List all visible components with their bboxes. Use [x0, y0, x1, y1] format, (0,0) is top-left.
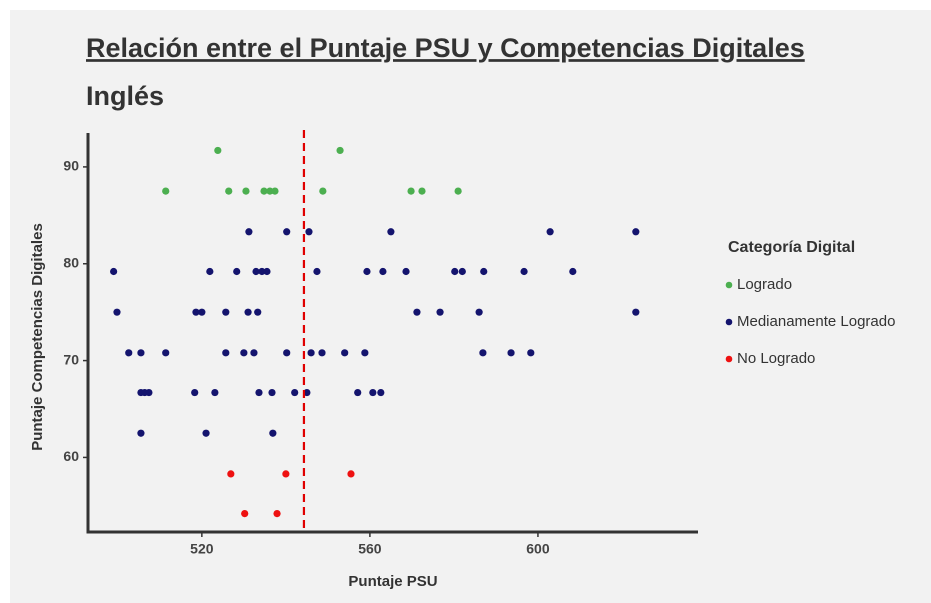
- point: [222, 308, 230, 316]
- legend-label: Medianamente Logrado: [737, 313, 895, 330]
- chart-title: Relación entre el Puntaje PSU y Competen…: [86, 33, 805, 63]
- x-tick-label: 560: [358, 541, 382, 557]
- point: [227, 470, 235, 478]
- point: [260, 187, 268, 195]
- point: [377, 388, 385, 397]
- point: [507, 349, 515, 357]
- point: [268, 388, 276, 397]
- point: [225, 187, 233, 195]
- point: [263, 267, 271, 276]
- point: [266, 187, 274, 195]
- point: [250, 349, 258, 357]
- y-tick-label: 70: [63, 351, 79, 367]
- point: [233, 267, 241, 276]
- point: [480, 267, 488, 276]
- point: [240, 349, 248, 357]
- point: [336, 146, 344, 155]
- point: [206, 267, 214, 276]
- point: [313, 267, 321, 276]
- legend-marker: [725, 355, 733, 363]
- point: [291, 388, 299, 397]
- point: [214, 146, 222, 155]
- point: [479, 349, 487, 357]
- y-tick-label: 60: [63, 448, 79, 464]
- point: [254, 308, 262, 316]
- point: [125, 349, 133, 357]
- point: [255, 388, 263, 397]
- legend-marker: [725, 318, 733, 326]
- x-axis-label: Puntaje PSU: [348, 573, 437, 590]
- point: [569, 267, 577, 276]
- point: [137, 349, 145, 357]
- point: [363, 267, 371, 276]
- x-tick-label: 520: [190, 541, 214, 557]
- point: [241, 509, 249, 518]
- x-tick-label: 600: [526, 541, 550, 557]
- point: [137, 429, 145, 437]
- point: [191, 388, 199, 397]
- point: [271, 187, 279, 195]
- point: [354, 388, 362, 397]
- point: [283, 349, 291, 357]
- point: [407, 187, 415, 195]
- point: [211, 388, 219, 397]
- point: [307, 349, 315, 357]
- y-axis-label: Puntaje Competencias Digitales: [29, 223, 46, 451]
- legend-label: Logrado: [737, 276, 792, 293]
- point: [546, 228, 554, 236]
- point: [162, 349, 170, 357]
- point: [244, 308, 252, 316]
- point: [527, 349, 535, 357]
- point: [258, 267, 266, 276]
- point: [632, 228, 640, 236]
- point: [273, 509, 281, 518]
- point: [632, 308, 640, 316]
- point: [347, 470, 355, 478]
- point: [402, 267, 410, 276]
- legend-marker: [725, 281, 733, 289]
- point: [202, 429, 210, 437]
- point: [319, 187, 327, 195]
- point: [418, 187, 426, 195]
- point: [387, 228, 395, 236]
- point: [245, 228, 253, 236]
- point: [113, 308, 121, 316]
- legend-title: Categoría Digital: [728, 239, 855, 256]
- point: [110, 267, 118, 276]
- point: [341, 349, 349, 357]
- point: [242, 187, 250, 195]
- background: [10, 10, 931, 603]
- point: [198, 308, 206, 316]
- point: [252, 267, 260, 276]
- point: [145, 388, 153, 397]
- point: [458, 267, 466, 276]
- point: [318, 349, 326, 357]
- point: [162, 187, 170, 195]
- chart-subtitle: Inglés: [86, 81, 164, 111]
- point: [379, 267, 387, 276]
- point: [283, 228, 291, 236]
- point: [305, 228, 313, 236]
- point: [303, 388, 311, 397]
- point: [436, 308, 444, 316]
- y-tick-label: 80: [63, 254, 79, 270]
- legend-label: No Logrado: [737, 350, 815, 367]
- point: [451, 267, 459, 276]
- point: [282, 470, 290, 478]
- y-tick-label: 90: [63, 158, 79, 174]
- point: [454, 187, 462, 195]
- point: [269, 429, 277, 437]
- point: [413, 308, 421, 316]
- point: [222, 349, 230, 357]
- point: [520, 267, 528, 276]
- point: [361, 349, 369, 357]
- point: [369, 388, 377, 397]
- point: [475, 308, 483, 316]
- point: [192, 308, 200, 316]
